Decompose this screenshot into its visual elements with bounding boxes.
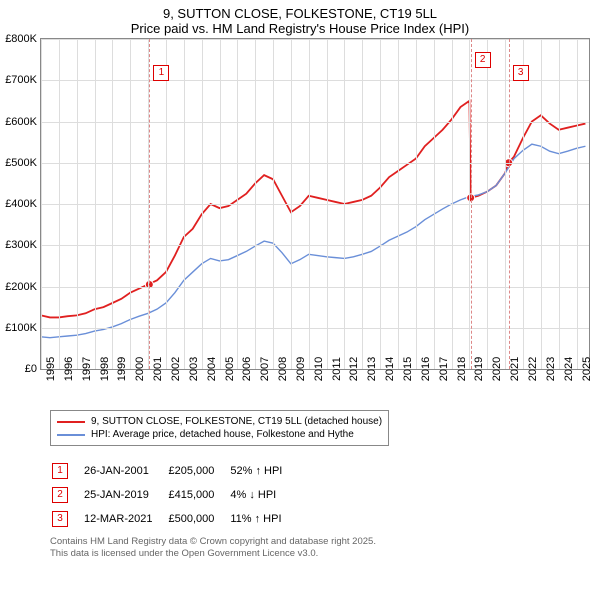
y-tick-label: £200K [5, 281, 41, 293]
x-tick-label: 1996 [59, 357, 75, 381]
chart-container: 9, SUTTON CLOSE, FOLKESTONE, CT19 5LL Pr… [0, 0, 600, 560]
x-tick-label: 2021 [505, 357, 521, 381]
title-line-1: 9, SUTTON CLOSE, FOLKESTONE, CT19 5LL [0, 6, 600, 21]
event-row: 2 25-JAN-2019£415,0004% ↓ HPI [52, 484, 296, 506]
x-tick-label: 2014 [380, 357, 396, 381]
series-price_paid [41, 101, 585, 318]
x-tick-label: 2010 [309, 357, 325, 381]
y-tick-label: £600K [5, 116, 41, 128]
event-date: 25-JAN-2019 [84, 484, 166, 506]
chart-marker-1: 1 [153, 65, 169, 81]
x-tick-label: 2009 [291, 357, 307, 381]
y-tick-label: £800K [5, 33, 41, 45]
events-table: 1 26-JAN-2001£205,00052% ↑ HPI 2 25-JAN-201… [50, 458, 298, 532]
y-tick-label: £100K [5, 322, 41, 334]
x-tick-label: 2015 [398, 357, 414, 381]
event-price: £205,000 [168, 460, 228, 482]
x-tick-label: 2000 [130, 357, 146, 381]
attribution: Contains HM Land Registry data © Crown c… [50, 536, 590, 560]
x-tick-label: 2020 [487, 357, 503, 381]
x-tick-label: 1997 [77, 357, 93, 381]
event-date: 12-MAR-2021 [84, 508, 166, 530]
event-price: £500,000 [168, 508, 228, 530]
attribution-line-1: Contains HM Land Registry data © Crown c… [50, 536, 590, 548]
x-tick-label: 2024 [559, 357, 575, 381]
y-tick-label: £700K [5, 74, 41, 86]
x-tick-label: 2003 [184, 357, 200, 381]
x-tick-label: 2013 [362, 357, 378, 381]
y-tick-label: £500K [5, 157, 41, 169]
x-tick-label: 2005 [220, 357, 236, 381]
x-tick-label: 2019 [469, 357, 485, 381]
legend-label-price-paid: 9, SUTTON CLOSE, FOLKESTONE, CT19 5LL (d… [91, 416, 382, 427]
x-tick-label: 2017 [434, 357, 450, 381]
x-tick-label: 2006 [237, 357, 253, 381]
x-tick-label: 2012 [344, 357, 360, 381]
legend-item-price-paid: 9, SUTTON CLOSE, FOLKESTONE, CT19 5LL (d… [57, 415, 382, 428]
series-hpi [41, 144, 585, 337]
legend-swatch-hpi [57, 434, 85, 436]
event-row: 3 12-MAR-2021£500,00011% ↑ HPI [52, 508, 296, 530]
x-tick-label: 2016 [416, 357, 432, 381]
event-price: £415,000 [168, 484, 228, 506]
event-delta: 52% ↑ HPI [230, 460, 296, 482]
x-tick-label: 1995 [41, 357, 57, 381]
chart-marker-2: 2 [475, 52, 491, 68]
legend-label-hpi: HPI: Average price, detached house, Folk… [91, 429, 354, 440]
chart-title: 9, SUTTON CLOSE, FOLKESTONE, CT19 5LL Pr… [0, 0, 600, 38]
event-marker: 2 [52, 487, 68, 503]
title-line-2: Price paid vs. HM Land Registry's House … [0, 21, 600, 36]
y-tick-label: £400K [5, 198, 41, 210]
event-delta: 4% ↓ HPI [230, 484, 296, 506]
x-tick-label: 2004 [202, 357, 218, 381]
x-tick-label: 2023 [541, 357, 557, 381]
x-tick-label: 2025 [577, 357, 593, 381]
x-tick-label: 2018 [452, 357, 468, 381]
event-row: 1 26-JAN-2001£205,00052% ↑ HPI [52, 460, 296, 482]
x-tick-label: 2011 [327, 357, 343, 381]
event-date: 26-JAN-2001 [84, 460, 166, 482]
x-tick-label: 2007 [255, 357, 271, 381]
x-tick-label: 2008 [273, 357, 289, 381]
x-tick-label: 1998 [95, 357, 111, 381]
event-marker: 3 [52, 511, 68, 527]
legend-item-hpi: HPI: Average price, detached house, Folk… [57, 428, 382, 441]
x-tick-label: 1999 [112, 357, 128, 381]
attribution-line-2: This data is licensed under the Open Gov… [50, 548, 590, 560]
x-tick-label: 2001 [148, 357, 164, 381]
legend: 9, SUTTON CLOSE, FOLKESTONE, CT19 5LL (d… [50, 410, 389, 446]
chart-marker-3: 3 [513, 65, 529, 81]
event-delta: 11% ↑ HPI [230, 508, 296, 530]
y-tick-label: £0 [25, 363, 41, 375]
plot-area: £0£100K£200K£300K£400K£500K£600K£700K£80… [40, 38, 590, 370]
y-tick-label: £300K [5, 239, 41, 251]
x-tick-label: 2022 [523, 357, 539, 381]
event-marker: 1 [52, 463, 68, 479]
legend-swatch-price-paid [57, 421, 85, 423]
x-tick-label: 2002 [166, 357, 182, 381]
